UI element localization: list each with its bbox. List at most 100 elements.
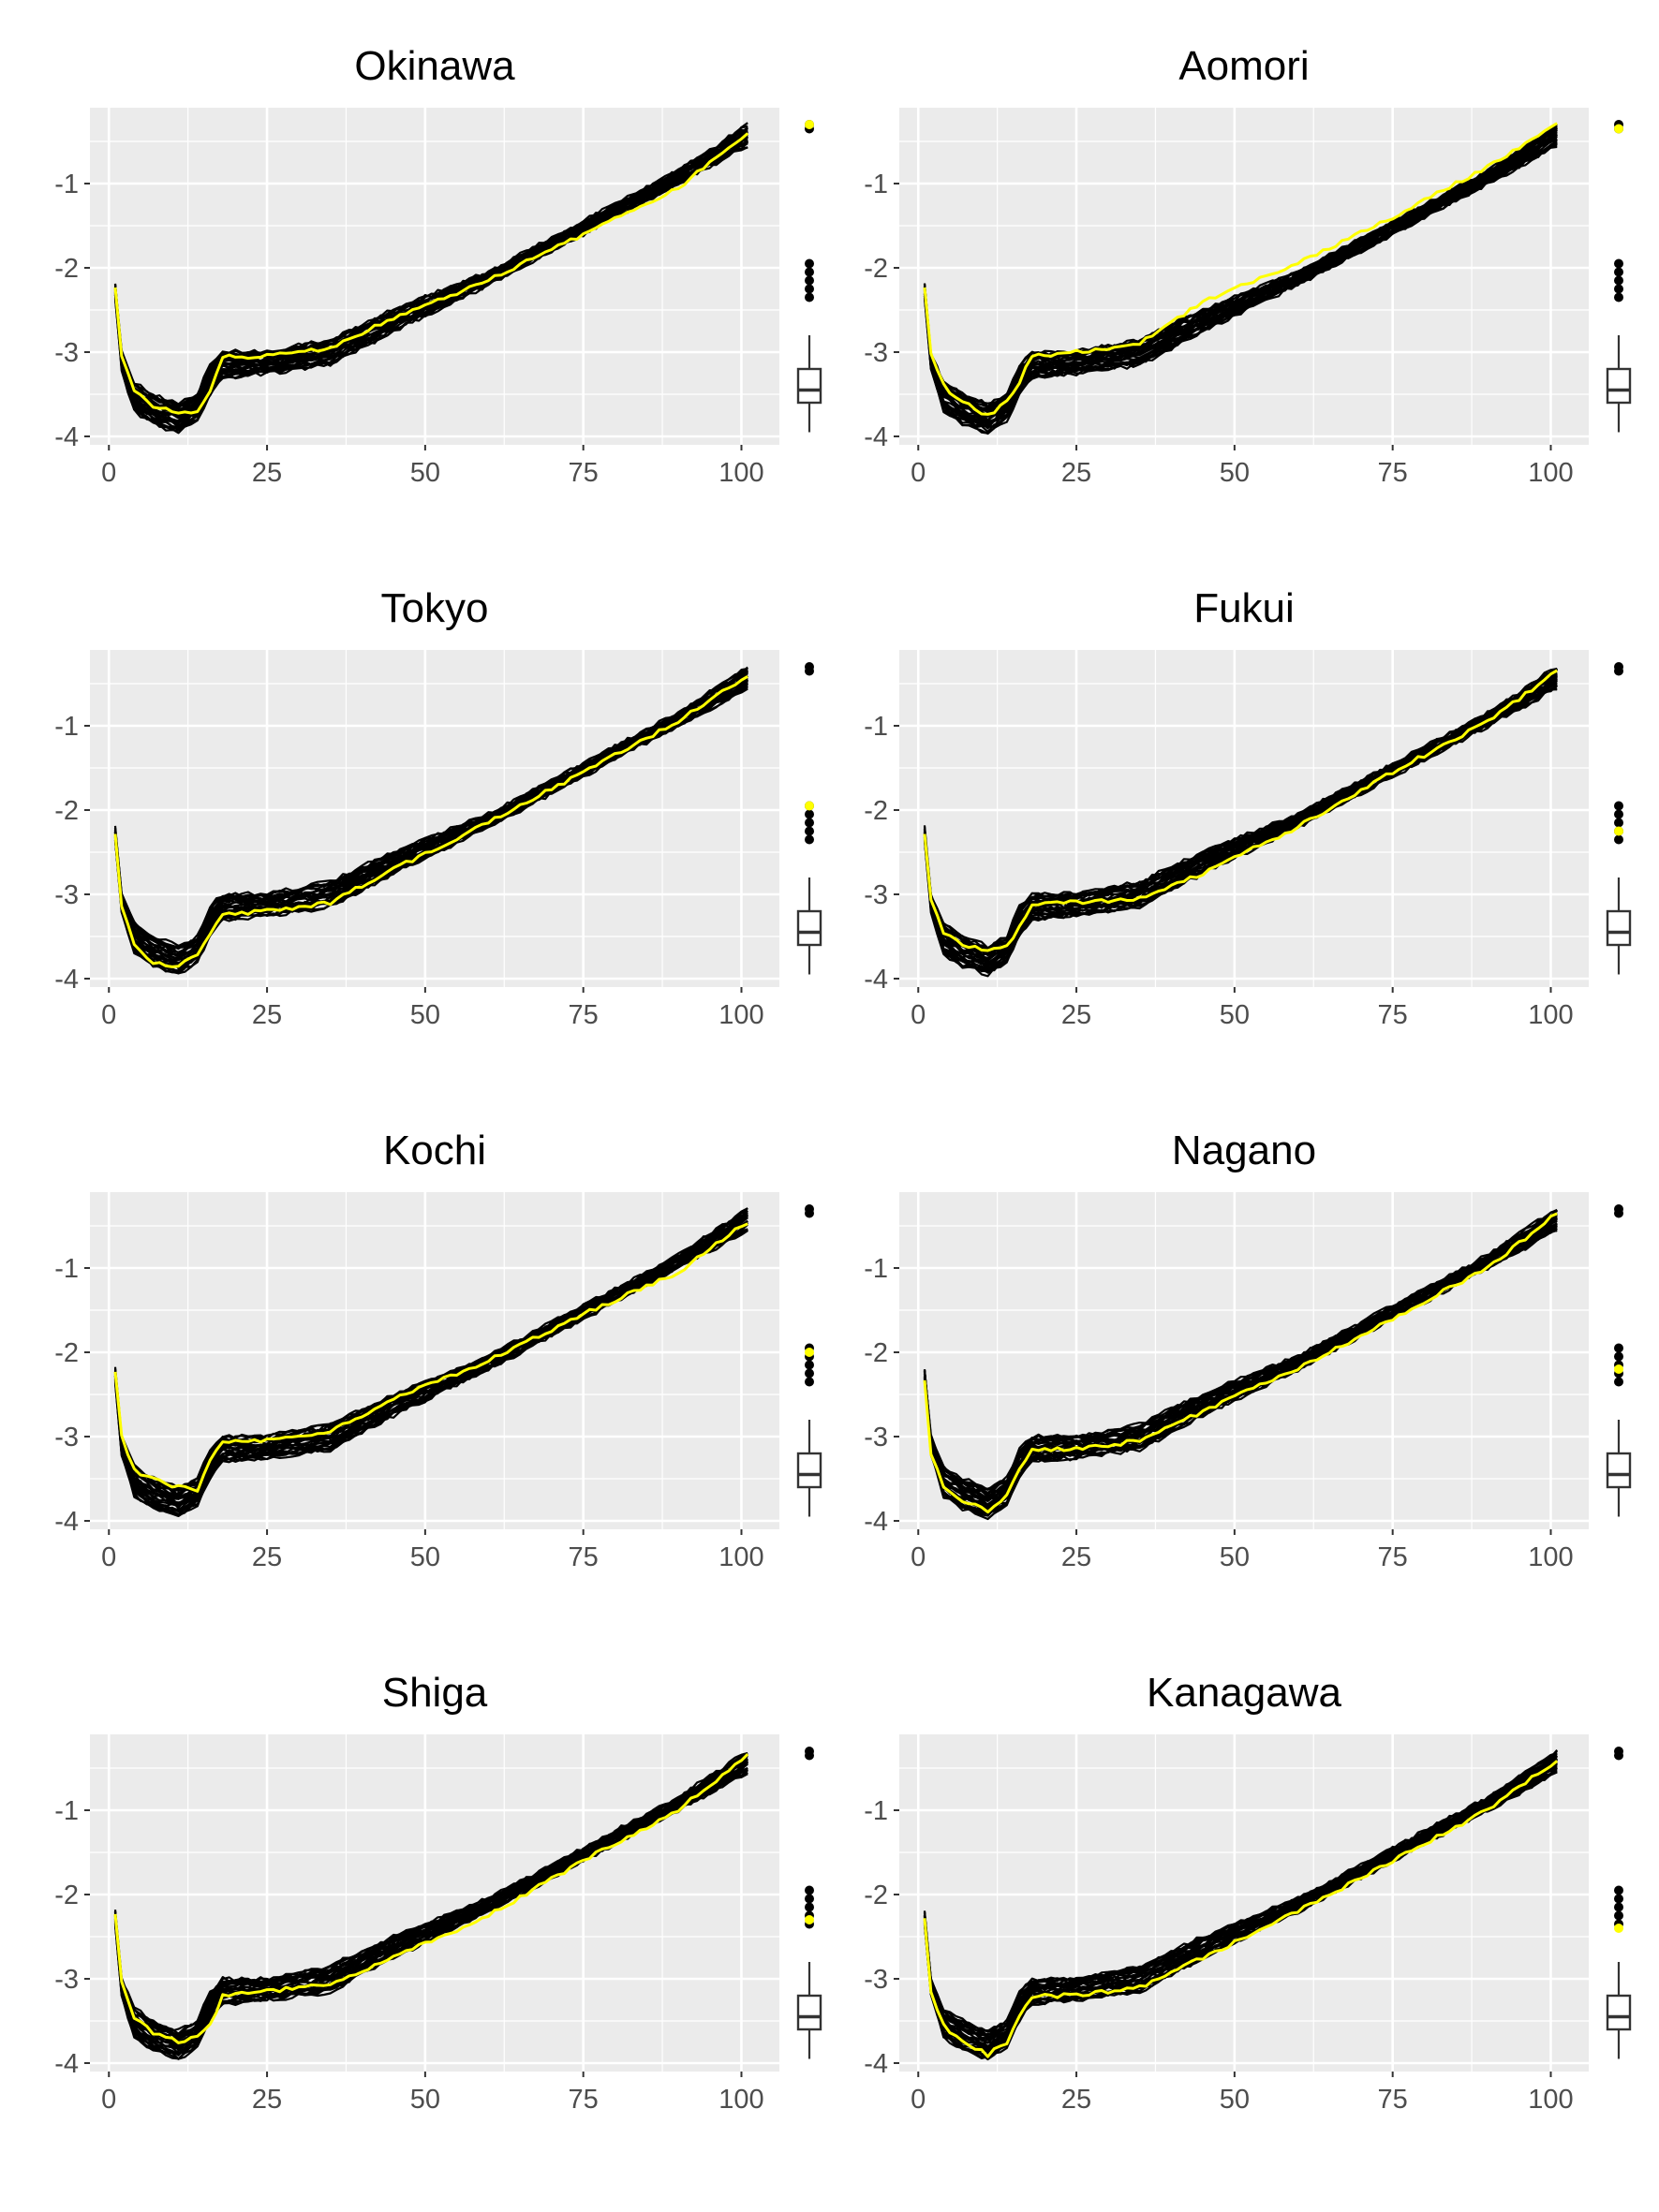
x-tick-label: 25 (252, 1542, 282, 1572)
boxplot-outlier (805, 258, 814, 269)
y-tick-label: -1 (864, 1254, 888, 1284)
y-tick-label: -2 (864, 254, 888, 284)
boxplot-outlier (1614, 1747, 1623, 1756)
x-tick-label: 75 (569, 2085, 599, 2115)
highlight-series-line (113, 1753, 749, 2044)
panel-tokyo: Tokyo 0 25 50 75 100 -4 -3 -2 -1 (54, 585, 822, 1030)
series-line (113, 141, 749, 430)
panel-title: Aomori (1178, 43, 1309, 89)
x-tick-label: 25 (252, 458, 282, 488)
x-tick-label: 100 (1528, 458, 1573, 488)
boxplot-outlier (1614, 258, 1623, 269)
boxplot-outlier (805, 275, 814, 286)
y-tick-label: -2 (864, 796, 888, 826)
boxplot-outlier (1614, 809, 1623, 819)
y-tick-label: -3 (864, 880, 888, 910)
boxplot-box (796, 1994, 822, 2031)
boxplot-highlight-point (805, 120, 814, 129)
x-tick-label: 25 (1061, 2085, 1091, 2115)
y-tick-label: -3 (54, 880, 79, 910)
x-tick-label: 0 (101, 1000, 116, 1030)
series-line (923, 1751, 1558, 2032)
series-line (113, 1751, 748, 2032)
x-tick-label: 100 (718, 458, 763, 488)
x-tick-label: 25 (1061, 1542, 1091, 1572)
boxplot-highlight-point (805, 1348, 814, 1357)
y-tick-label: -3 (54, 1965, 79, 1995)
y-tick-label: -3 (54, 1423, 79, 1453)
x-tick-label: 50 (1220, 2085, 1250, 2115)
x-tick-label: 25 (1061, 458, 1091, 488)
y-tick-label: -2 (54, 1338, 79, 1368)
boxplot-outlier (1614, 292, 1623, 302)
highlight-series-line (923, 669, 1558, 952)
boxplot-box (1606, 1452, 1632, 1489)
y-tick-label: -4 (54, 965, 79, 995)
boxplot-outlier (805, 1360, 814, 1370)
x-tick-label: 50 (410, 1542, 440, 1572)
panel-title: Fukui (1193, 585, 1295, 631)
boxplot-outlier (805, 826, 814, 836)
y-tick-label: -3 (864, 1965, 888, 1995)
panel-title: Nagano (1172, 1128, 1316, 1173)
boxplot-outlier (1614, 267, 1623, 277)
x-tick-label: 50 (1220, 458, 1250, 488)
boxplot-outlier (1614, 662, 1623, 671)
y-tick-label: -2 (54, 796, 79, 826)
y-tick-label: -4 (864, 422, 888, 452)
highlight-series-line (923, 1212, 1558, 1514)
x-tick-label: 0 (101, 2085, 116, 2115)
series-line (923, 129, 1559, 417)
boxplot-outlier (805, 1747, 814, 1756)
boxplot-outlier (805, 1894, 814, 1904)
y-tick-label: -4 (864, 965, 888, 995)
x-tick-label: 100 (1528, 1542, 1573, 1572)
x-tick-label: 50 (410, 458, 440, 488)
boxplot-outlier (1614, 275, 1623, 286)
panel-shiga: Shiga 0 25 50 75 100 -4 -3 -2 -1 (54, 1670, 822, 2115)
boxplot-outlier (805, 1204, 814, 1214)
x-tick-label: 75 (1378, 458, 1408, 488)
boxplot-outlier (805, 267, 814, 277)
x-tick-label: 100 (1528, 1000, 1573, 1030)
boxplot-outlier (1614, 1377, 1623, 1387)
x-tick-label: 0 (101, 1542, 116, 1572)
boxplot-highlight-point (1614, 1364, 1623, 1374)
boxplot-outlier (1614, 1894, 1623, 1904)
x-tick-label: 0 (911, 2085, 926, 2115)
boxplot-box (1606, 1994, 1632, 2031)
highlight-series-line (113, 1222, 748, 1493)
boxplot-outlier (1614, 1343, 1623, 1353)
panel-aomori: Aomori 0 25 50 75 100 -4 -3 -2 -1 (864, 43, 1632, 488)
panel-kanagawa: Kanagawa 0 25 50 75 100 -4 -3 -2 -1 (864, 1670, 1632, 2115)
x-tick-label: 0 (911, 1000, 926, 1030)
series-line (923, 1209, 1558, 1491)
y-tick-label: -1 (864, 1796, 888, 1826)
boxplot-outlier (805, 834, 814, 845)
y-tick-label: -1 (54, 1796, 79, 1826)
boxplot-box (796, 1452, 822, 1489)
y-tick-label: -2 (54, 1880, 79, 1910)
x-tick-label: 100 (1528, 2085, 1573, 2115)
panel-fukui: Fukui 0 25 50 75 100 -4 -3 -2 -1 (864, 585, 1632, 1030)
series-line (923, 125, 1558, 408)
boxplot-outlier (1614, 818, 1623, 828)
y-tick-label: -4 (54, 1507, 79, 1537)
y-tick-label: -1 (54, 1254, 79, 1284)
boxplot-outlier (805, 284, 814, 294)
series-line (113, 125, 748, 406)
x-tick-label: 50 (1220, 1542, 1250, 1572)
boxplot-outlier (1614, 1351, 1623, 1362)
boxplot-box (1606, 367, 1632, 405)
boxplot-highlight-point (805, 1915, 814, 1924)
boxplot-outlier (1614, 284, 1623, 294)
x-tick-label: 100 (718, 1542, 763, 1572)
y-tick-label: -4 (864, 1507, 888, 1537)
boxplot-outlier (805, 1902, 814, 1912)
series-line (923, 1750, 1558, 2033)
y-tick-label: -1 (54, 712, 79, 742)
panel-title: Okinawa (354, 43, 515, 89)
x-tick-label: 0 (911, 1542, 926, 1572)
boxplot-highlight-point (1614, 826, 1623, 836)
